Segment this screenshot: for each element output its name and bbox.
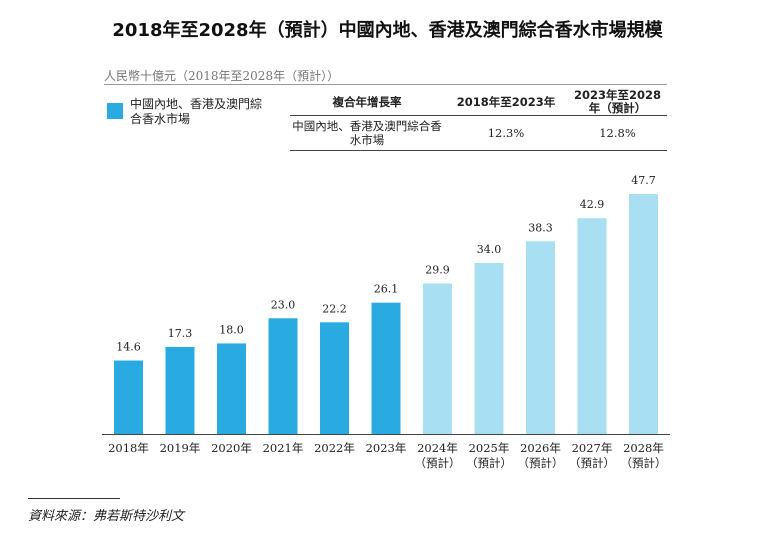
data-label: 38.3 [528, 221, 553, 234]
x-tick-label: 2022年 [314, 441, 355, 455]
x-tick-label: 2018年 [108, 441, 149, 455]
bar [577, 218, 607, 434]
x-tick-label: 2024年 [417, 441, 458, 455]
data-label: 18.0 [219, 323, 244, 336]
x-tick-label: 2028年 [623, 441, 664, 455]
data-label: 42.9 [580, 198, 605, 211]
x-tick-label: （預計） [415, 456, 461, 470]
cagr-header-row: 複合年增長率 2018年至2023年 2023年至2028年（預計） [290, 89, 667, 116]
data-label: 29.9 [425, 264, 450, 277]
data-label: 14.6 [116, 341, 141, 354]
data-label: 17.3 [168, 327, 193, 340]
bar [268, 318, 298, 434]
source-divider [28, 498, 120, 499]
bar [165, 346, 195, 434]
x-tick-label: 2019年 [160, 441, 201, 455]
unit-label: 人民幣十億元（2018年至2028年（預計）） [104, 69, 340, 83]
x-tick-label: （預計） [621, 456, 667, 470]
cagr-value-1: 12.3% [444, 115, 568, 151]
cagr-header-period-1: 2018年至2023年 [444, 89, 568, 116]
bar [371, 302, 401, 434]
page-title: 2018年至2028年（預計）中國內地、香港及澳門綜合香水市場規模 [112, 20, 663, 41]
bar [474, 262, 504, 434]
x-tick-label: （預計） [466, 456, 512, 470]
x-tick-label: 2027年 [572, 441, 613, 455]
cagr-table: 複合年增長率 2018年至2023年 2023年至2028年（預計） 中國內地、… [290, 89, 667, 151]
cagr-value-2: 12.8% [568, 115, 667, 151]
bar [629, 194, 658, 434]
bar [217, 343, 246, 434]
bar [526, 241, 555, 434]
legend-label: 中國內地、香港及澳門綜合香水市場 [130, 97, 263, 126]
data-label: 47.7 [631, 174, 656, 187]
legend-swatch [107, 103, 123, 119]
x-tick-label: 2021年 [263, 441, 304, 455]
bar [320, 322, 349, 434]
x-tick-label: 2026年 [520, 441, 561, 455]
bar [114, 360, 143, 434]
x-tick-label: 2025年 [469, 441, 510, 455]
bar-chart: 14.6 2018年 17.3 2019年 18.0 2020年 23.0 2021年 22.2… [102, 174, 670, 470]
cagr-header-period-2: 2023年至2028年（預計） [568, 89, 667, 116]
data-label: 26.1 [374, 283, 399, 296]
source-note: 資料來源：弗若斯特沙利文 [28, 509, 185, 524]
data-label: 34.0 [477, 243, 502, 256]
cagr-header-label: 複合年增長率 [290, 89, 444, 116]
x-tick-label: 2020年 [211, 441, 252, 455]
cagr-row: 中國內地、香港及澳門綜合香水市場 12.3% 12.8% [290, 115, 667, 151]
x-tick-label: （預計） [518, 456, 564, 470]
bar [423, 283, 452, 434]
x-tick-label: （預計） [569, 456, 615, 470]
data-label: 22.2 [322, 302, 347, 315]
cagr-row-label: 中國內地、香港及澳門綜合香水市場 [290, 115, 444, 151]
data-label: 23.0 [271, 298, 296, 311]
unit-divider [104, 84, 667, 85]
x-tick-label: 2023年 [366, 441, 407, 455]
